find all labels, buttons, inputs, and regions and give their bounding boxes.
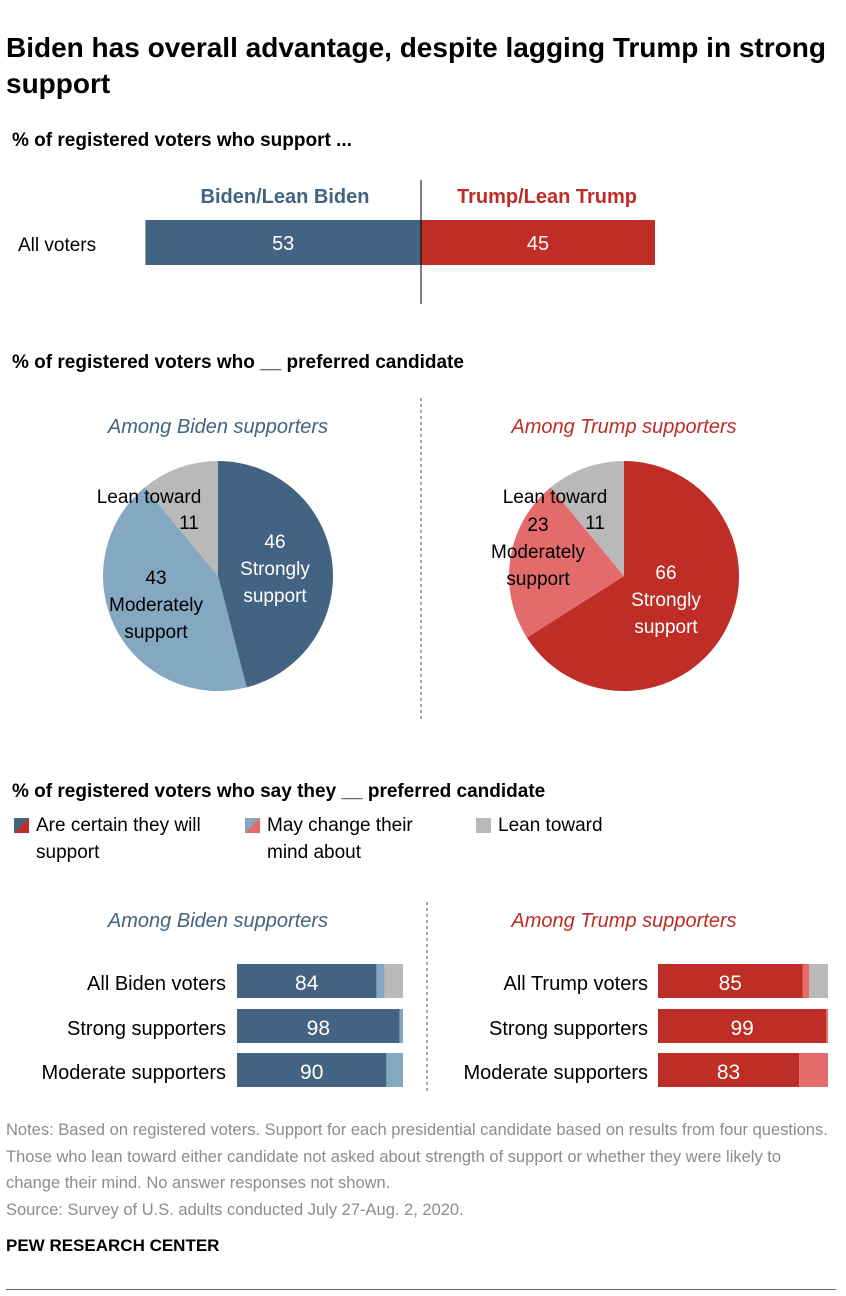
legend-swatch bbox=[14, 818, 29, 833]
bar-may-change bbox=[799, 1053, 828, 1087]
source-text: Source: Survey of U.S. adults conducted … bbox=[6, 1200, 464, 1219]
pie-label: support bbox=[506, 569, 570, 590]
legend-swatch bbox=[245, 818, 260, 833]
pie-title: Among Trump supporters bbox=[510, 416, 736, 438]
bar-may-change bbox=[802, 964, 810, 998]
pie-value: 43 bbox=[145, 568, 166, 589]
pie-label: Strongly bbox=[240, 559, 310, 580]
bar-label-trump: 45 bbox=[527, 233, 549, 255]
category-label: Strong supporters bbox=[67, 1018, 226, 1040]
panel-title: Among Trump supporters bbox=[510, 910, 736, 932]
pie-label: support bbox=[124, 622, 188, 643]
legend-label: May change their mind about bbox=[267, 815, 413, 863]
pie-slice bbox=[218, 461, 333, 688]
pie-value: 11 bbox=[585, 513, 605, 534]
bar-value-label: 98 bbox=[307, 1017, 330, 1040]
legend-swatch bbox=[476, 818, 491, 833]
pie-label: support bbox=[243, 586, 307, 607]
pie-slice bbox=[509, 487, 624, 638]
pie-value: 66 bbox=[655, 563, 676, 584]
category-label: Moderate supporters bbox=[463, 1062, 648, 1084]
notes: Notes: Based on registered voters. Suppo… bbox=[6, 1117, 836, 1223]
bar-certain bbox=[658, 1009, 827, 1043]
series-label-biden: Biden/Lean Biden bbox=[201, 186, 370, 208]
chart-canvas: 53 45 Biden/Lean Biden Trump/Lean Trump All … bbox=[18, 180, 828, 1092]
bar-value-label: 99 bbox=[730, 1017, 753, 1040]
divider bbox=[6, 1289, 836, 1290]
subtitle-1: % of registered voters who support ... bbox=[12, 130, 352, 151]
bar-lean bbox=[809, 964, 828, 998]
pie-label: Moderately bbox=[491, 542, 585, 563]
pie-slice bbox=[526, 461, 740, 692]
category-label: All Biden voters bbox=[87, 973, 226, 995]
bar-may-change bbox=[386, 1053, 403, 1087]
bar-certain bbox=[237, 1009, 400, 1043]
bar-may-change bbox=[399, 1009, 403, 1043]
bar-value-label: 84 bbox=[295, 972, 319, 995]
bar-certain bbox=[237, 1053, 387, 1087]
pie-label: Moderately bbox=[109, 595, 203, 616]
category-label: All Trump voters bbox=[504, 973, 648, 995]
category-label: Strong supporters bbox=[489, 1018, 648, 1040]
pie-label: Strongly bbox=[631, 590, 701, 611]
pie-value: 11 bbox=[179, 513, 199, 534]
bar-may-change bbox=[826, 1009, 828, 1043]
bar-certain bbox=[658, 964, 803, 998]
pie-label: Lean toward bbox=[503, 487, 608, 508]
legend-label: Are certain they will support bbox=[36, 815, 201, 863]
legend-may-change: May change their mind about bbox=[245, 812, 455, 866]
bar-certain bbox=[658, 1053, 800, 1087]
pie-slice bbox=[144, 461, 218, 576]
notes-text: Notes: Based on registered voters. Suppo… bbox=[6, 1121, 828, 1192]
bar-certain bbox=[237, 964, 377, 998]
series-label-trump: Trump/Lean Trump bbox=[457, 186, 637, 208]
bar-trump bbox=[421, 220, 655, 265]
bar-may-change bbox=[376, 964, 385, 998]
bar-label-biden: 53 bbox=[272, 233, 294, 255]
category-label: Moderate supporters bbox=[41, 1062, 226, 1084]
pie-label: Lean toward bbox=[97, 487, 202, 508]
legend-certain: Are certain they will support bbox=[14, 812, 214, 866]
pie-value: 46 bbox=[264, 532, 285, 553]
bar-lean bbox=[384, 964, 403, 998]
pie-title: Among Biden supporters bbox=[107, 416, 328, 438]
pie-slice bbox=[103, 487, 247, 692]
footer-logo: PEW RESEARCH CENTER bbox=[6, 1236, 220, 1255]
pie-label: support bbox=[634, 617, 698, 638]
category-label: All voters bbox=[18, 235, 96, 256]
legend-lean: Lean toward bbox=[476, 812, 676, 839]
bar-value-label: 83 bbox=[717, 1061, 740, 1084]
bar-biden bbox=[145, 220, 421, 265]
bar-value-label: 90 bbox=[300, 1061, 323, 1084]
chart-title: Biden has overall advantage, despite lag… bbox=[6, 32, 826, 99]
pie-value: 23 bbox=[527, 515, 548, 536]
subtitle-3: % of registered voters who say they __ p… bbox=[12, 781, 546, 802]
pie-slice bbox=[550, 461, 624, 576]
legend-label: Lean toward bbox=[498, 815, 603, 836]
bar-value-label: 85 bbox=[719, 972, 742, 995]
subtitle-2: % of registered voters who __ preferred … bbox=[12, 352, 464, 373]
panel-title: Among Biden supporters bbox=[107, 910, 328, 932]
